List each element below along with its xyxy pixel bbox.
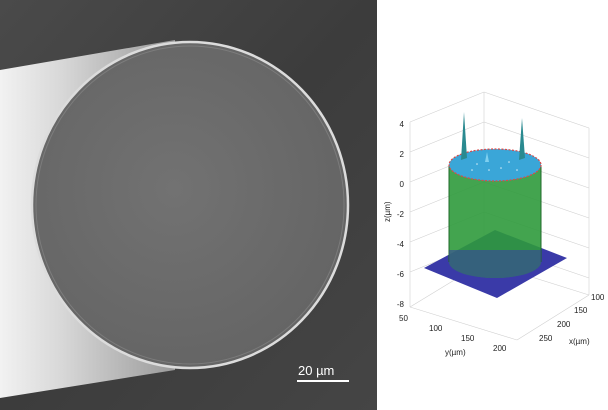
z-tick-label: -6 <box>397 270 405 279</box>
x-tick-label: 100 <box>591 293 605 302</box>
y-tick-label: 150 <box>461 334 475 343</box>
spike-left <box>461 112 467 160</box>
z-tick-label: 4 <box>400 120 405 129</box>
z-tick-label: -4 <box>397 240 405 249</box>
y-axis-label: y(µm) <box>445 348 466 357</box>
spike-right <box>519 118 525 160</box>
sem-micrograph-drawing: 20 µm <box>0 0 377 410</box>
y-tick-label: 200 <box>493 344 507 353</box>
x-tick-label: 150 <box>574 306 588 315</box>
x-tick-label: 250 <box>539 334 553 343</box>
z-axis-ticks: 4 2 0 -2 -4 -6 -8 <box>397 120 405 309</box>
sem-micrograph: 20 µm <box>0 0 377 410</box>
x-axis-label: x(µm) <box>569 337 590 346</box>
surface-plot-drawing: 4 2 0 -2 -4 -6 -8 z(µm) 50 100 150 200 y… <box>377 0 608 410</box>
surface-plot: 4 2 0 -2 -4 -6 -8 z(µm) 50 100 150 200 y… <box>377 0 608 410</box>
fiber-end-face <box>32 42 348 368</box>
z-tick-label: 2 <box>400 150 405 159</box>
z-tick-label: -2 <box>397 210 405 219</box>
z-axis-label: z(µm) <box>383 201 392 222</box>
z-tick-label: -8 <box>397 300 405 309</box>
y-tick-label: 100 <box>429 324 443 333</box>
x-axis-ticks: 100 150 200 250 <box>539 293 605 343</box>
z-tick-label: 0 <box>400 180 405 189</box>
scale-bar-label: 20 µm <box>298 363 334 378</box>
x-tick-label: 200 <box>557 320 571 329</box>
y-tick-label: 50 <box>399 314 408 323</box>
